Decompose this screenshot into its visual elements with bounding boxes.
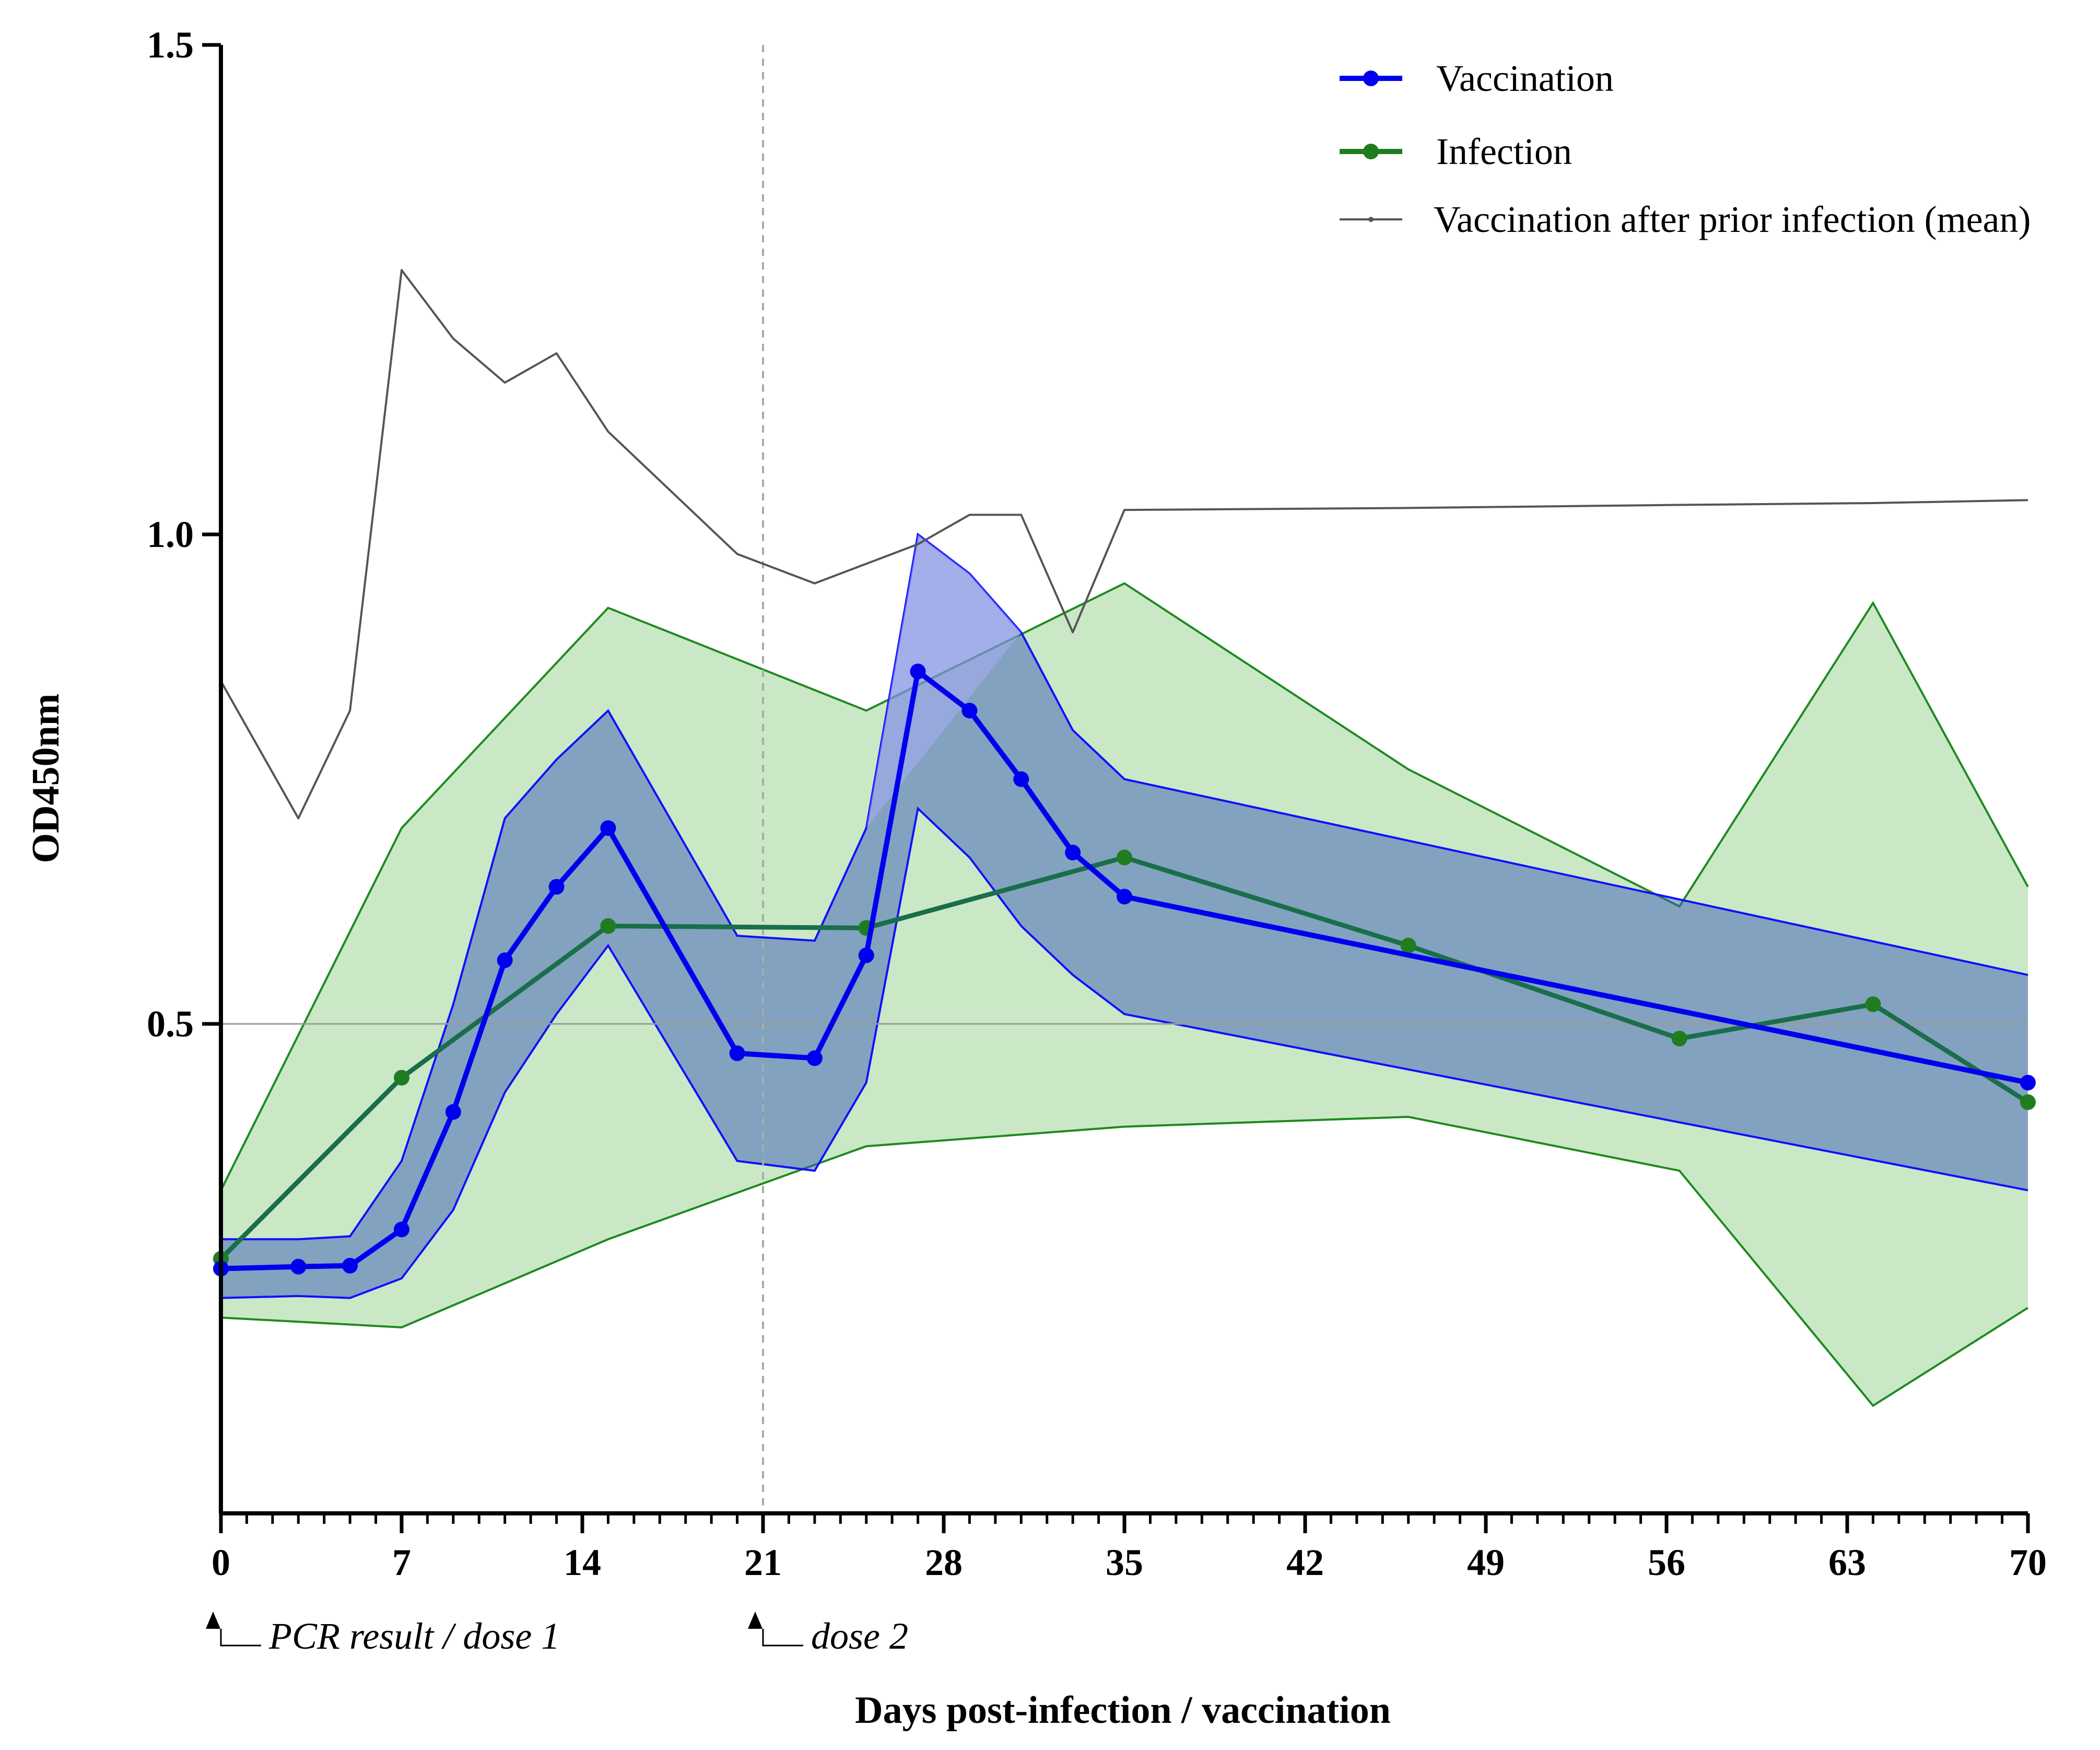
x-tick-label-56: 56 <box>1648 1542 1685 1583</box>
x-tick-label-14: 14 <box>564 1542 601 1583</box>
legend-label-infection: Infection <box>1436 131 1572 172</box>
band-upper-infection <box>220 582 2029 1191</box>
legend-item-vaccination: Vaccination <box>1340 57 1614 99</box>
x-tick-label-35: 35 <box>1106 1542 1143 1583</box>
annotation-dose-1-arrow <box>206 1612 220 1629</box>
annotation-dose-1: PCR result / dose 1 <box>206 1612 560 1657</box>
legend-item-infection: Infection <box>1340 131 1572 172</box>
point-infection-4 <box>1117 849 1132 866</box>
legend: Vaccination Infection Vaccination after … <box>1340 57 2031 240</box>
point-vaccination-15 <box>1117 889 1132 905</box>
x-tick-label-70: 70 <box>2009 1542 2047 1583</box>
point-infection-7 <box>1865 996 1881 1012</box>
annotation-dose-2-arrow <box>748 1612 762 1629</box>
band-upper-vaccination <box>221 532 2028 1241</box>
point-vaccination-7 <box>600 820 616 836</box>
point-vaccination-3 <box>394 1221 409 1238</box>
x-tick-label-28: 28 <box>925 1542 963 1583</box>
point-vaccination-6 <box>548 879 565 895</box>
band-lower-infection <box>220 1116 2029 1407</box>
line-vaccination-after-prior-infection-mean <box>220 269 2028 820</box>
point-vaccination-1 <box>290 1258 307 1275</box>
point-infection-5 <box>1400 938 1416 954</box>
x-tick-label-63: 63 <box>1828 1542 1866 1583</box>
band-lower-vaccination <box>220 806 2028 1299</box>
y-axis-title: OD450nm <box>25 694 67 864</box>
point-vaccination-8 <box>729 1045 745 1061</box>
series-lines <box>213 269 2036 1277</box>
point-vaccination-10 <box>858 947 874 963</box>
legend-marker-vaccination <box>1363 71 1379 86</box>
axes: 0 7 14 21 28 35 42 49 56 63 70 0.5 1.0 1.5 <box>147 24 2047 1583</box>
annotation-dose-1-label: PCR result / dose 1 <box>268 1615 560 1657</box>
legend-item-prior-infection: Vaccination after prior infection (mean) <box>1340 199 2031 240</box>
point-vaccination-12 <box>961 703 978 719</box>
point-vaccination-16 <box>2020 1075 2036 1091</box>
legend-label-vaccination: Vaccination <box>1436 57 1614 99</box>
point-infection-2 <box>600 918 616 934</box>
legend-label-prior-infection: Vaccination after prior infection (mean) <box>1434 199 2031 240</box>
point-infection-6 <box>1671 1031 1687 1047</box>
x-axis-title: Days post-infection / vaccination <box>855 1689 1391 1732</box>
annotation-dose-2-connector <box>762 1629 803 1647</box>
point-vaccination-4 <box>445 1104 461 1120</box>
point-vaccination-11 <box>910 663 926 680</box>
point-infection-8 <box>2020 1094 2036 1110</box>
legend-marker-infection <box>1363 144 1379 159</box>
y-tick-label-0: 0.5 <box>147 1003 194 1045</box>
band-vaccination <box>221 534 2028 1298</box>
annotation-dose-2-label: dose 2 <box>811 1615 908 1657</box>
annotation-dose-1-connector <box>220 1629 261 1647</box>
x-tick-label-21: 21 <box>744 1542 782 1583</box>
y-tick-label-1: 1.0 <box>147 514 194 555</box>
point-infection-1 <box>394 1070 409 1086</box>
x-tick-label-0: 0 <box>212 1542 230 1583</box>
x-tick-label-7: 7 <box>392 1542 411 1583</box>
x-tick-label-42: 42 <box>1286 1542 1324 1583</box>
confidence-bands <box>220 532 2029 1407</box>
point-vaccination-9 <box>806 1050 823 1066</box>
legend-marker-prior-infection <box>1368 217 1374 222</box>
point-vaccination-5 <box>497 952 513 969</box>
x-tick-label-49: 49 <box>1467 1542 1505 1583</box>
point-vaccination-14 <box>1065 845 1081 861</box>
point-vaccination-2 <box>342 1257 358 1274</box>
reference-lines <box>221 45 2028 1513</box>
point-vaccination-13 <box>1013 771 1029 787</box>
annotation-dose-2: dose 2 <box>748 1612 908 1657</box>
y-tick-label-2: 1.5 <box>147 24 194 66</box>
